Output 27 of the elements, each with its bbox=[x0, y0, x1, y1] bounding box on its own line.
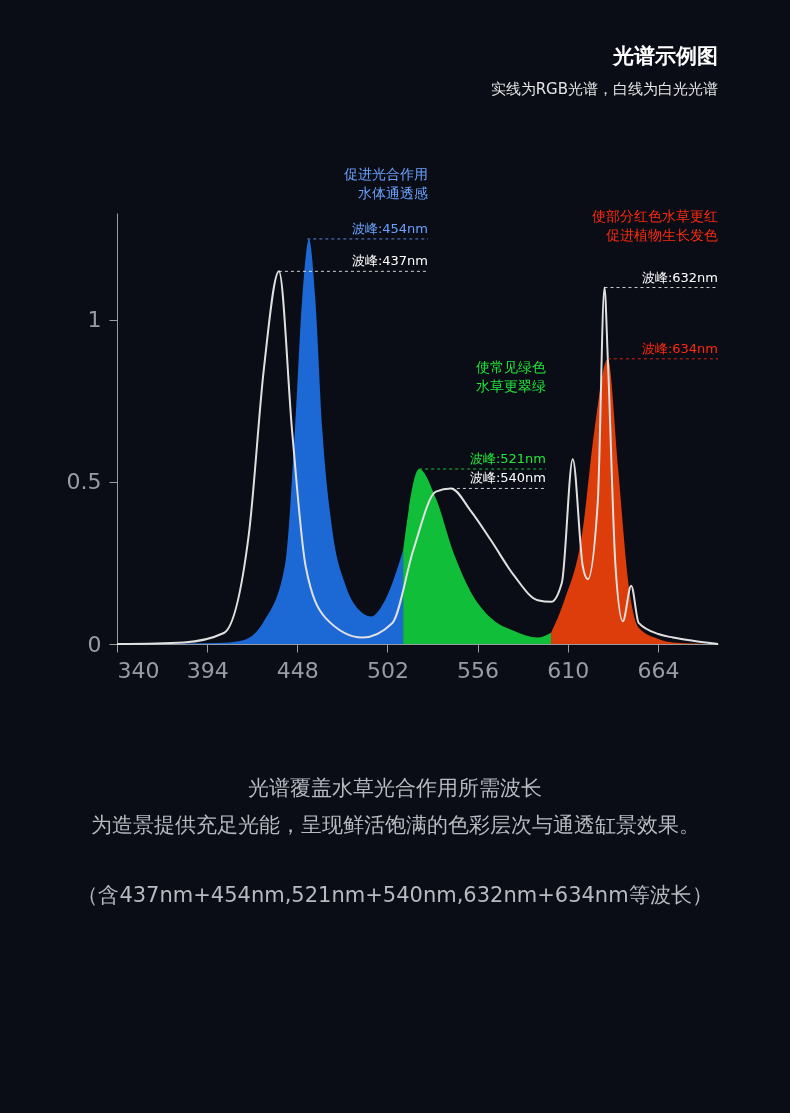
annotation: 使部分红色水草更红 bbox=[592, 208, 718, 224]
x-tick-label: 448 bbox=[276, 657, 319, 683]
y-tick-label: 0.5 bbox=[66, 469, 102, 495]
x-tick-label: 556 bbox=[457, 657, 500, 683]
annotation: 波峰:634nm bbox=[641, 340, 718, 356]
text: 促进光合作用 bbox=[344, 166, 428, 182]
annotation: 波峰:521nm bbox=[469, 451, 546, 467]
x-tick-label: 610 bbox=[547, 657, 590, 683]
y-tick-label: 1 bbox=[87, 307, 102, 333]
text: 水体通透感 bbox=[358, 185, 428, 201]
x-tick-label: 502 bbox=[366, 657, 409, 683]
x-tick-label: 340 bbox=[117, 657, 160, 683]
annotation: 波峰:437nm bbox=[351, 253, 428, 269]
annotation: 使常见绿色 bbox=[476, 359, 546, 375]
annotation: 波峰:454nm bbox=[351, 220, 428, 236]
chart-subtitle: 实线为RGB光谱，白线为白光光谱 bbox=[490, 80, 718, 98]
annotation: 波峰:632nm bbox=[641, 269, 718, 285]
x-tick-label: 394 bbox=[186, 657, 229, 683]
annotation: 水草更翠绿 bbox=[476, 378, 546, 394]
text: （含437nm+454nm,521nm+540nm,632nm+634nm等波长） bbox=[77, 883, 713, 907]
y-tick-label: 0 bbox=[87, 631, 102, 657]
text: 为造景提供充足光能，呈现鲜活饱满的色彩层次与通透缸景效果。 bbox=[90, 813, 700, 837]
annotation: 促进植物生长发色 bbox=[606, 227, 718, 243]
chart-title: 光谱示例图 bbox=[612, 44, 718, 68]
annotation: 波峰:540nm bbox=[469, 470, 546, 486]
x-tick-label: 664 bbox=[637, 657, 680, 683]
text: 光谱覆盖水草光合作用所需波长 bbox=[248, 776, 542, 800]
